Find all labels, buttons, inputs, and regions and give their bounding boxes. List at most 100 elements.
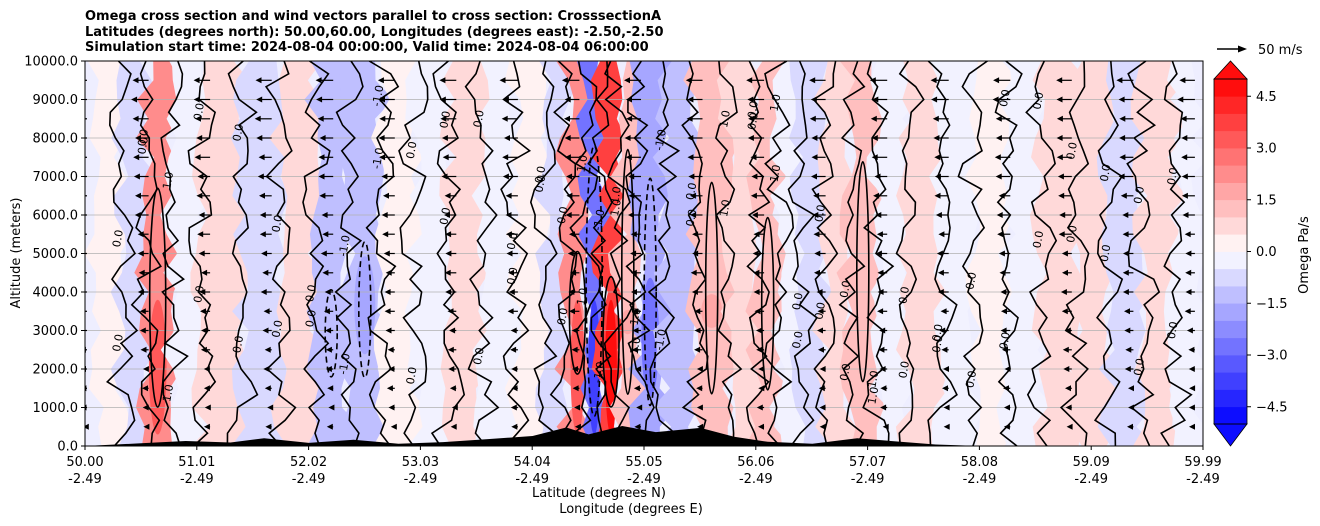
- wind-vector-head: [935, 212, 942, 218]
- wind-vector-head: [1188, 404, 1195, 411]
- wind-vector-head: [816, 289, 823, 295]
- contour-line: [226, 61, 259, 446]
- wind-vector-head: [1179, 77, 1186, 84]
- wind-vector-head: [754, 308, 761, 315]
- wind-vector-head: [1124, 327, 1131, 334]
- wind-vector-head: [694, 346, 701, 353]
- wind-vector-head: [1184, 308, 1191, 315]
- wind-vector-head: [697, 423, 704, 430]
- wind-vector-head: [510, 327, 517, 334]
- wind-vector-head: [1066, 423, 1073, 430]
- title-line-3: Simulation start time: 2024-08-04 00:00:…: [85, 40, 649, 55]
- wind-vector-head: [814, 250, 821, 257]
- contour-line: [715, 61, 743, 446]
- wind-vector-head: [267, 404, 274, 411]
- wind-vector-head: [811, 154, 818, 161]
- contour-label: 1.0: [574, 287, 590, 306]
- wind-vector-head: [133, 173, 140, 180]
- wind-vector-head: [696, 385, 703, 392]
- wind-vector-head: [561, 77, 568, 84]
- colorbar-tick-label: 4.5: [1256, 90, 1277, 105]
- wind-vector-head: [882, 423, 889, 430]
- wind-vector-head: [753, 231, 760, 238]
- wind-vector-head: [748, 115, 755, 122]
- wind-vector-head: [511, 385, 518, 392]
- wind-vector-head: [878, 346, 885, 353]
- wind-vector-head: [941, 346, 948, 353]
- wind-vector-head: [201, 269, 208, 276]
- wind-vector-head: [137, 250, 144, 257]
- wind-vector-head: [992, 96, 999, 103]
- wind-vector-head: [758, 423, 764, 430]
- contour-label: 0.0: [110, 333, 126, 352]
- wind-vector-head: [505, 192, 512, 199]
- wind-vector-head: [1128, 404, 1135, 411]
- contour-label: 0.0: [1064, 141, 1080, 160]
- wind-vector-head: [747, 96, 754, 103]
- wind-vector-head: [1189, 423, 1195, 430]
- wind-vector-head: [140, 346, 147, 353]
- wind-vector-head: [377, 77, 384, 84]
- wind-vector-head: [1119, 115, 1126, 122]
- quiver-key: 50 m/s: [1217, 43, 1303, 58]
- wind-vector-head: [326, 423, 333, 430]
- wind-vector-head: [1122, 269, 1129, 276]
- omega-core: [354, 256, 376, 355]
- wind-vector-head: [756, 346, 763, 353]
- wind-vector-head: [625, 154, 632, 161]
- wind-vector-head: [449, 327, 456, 334]
- wind-vector-head: [685, 77, 692, 84]
- wind-vector-head: [876, 231, 883, 238]
- x-tick-label-longitude: -2.49: [627, 472, 661, 487]
- colorbar: 4.5 3.0 1.5 0.0 −1.5 −3.0 −4.5: [1213, 60, 1288, 447]
- positive-contour: [602, 275, 620, 408]
- x-tick-label-longitude: -2.49: [1186, 472, 1220, 487]
- contour-label: 1.0: [865, 369, 881, 388]
- wind-vector-head: [1189, 385, 1196, 392]
- wind-vector-head: [198, 250, 205, 257]
- y-tick-label: 1000.0: [33, 401, 79, 416]
- colorbar-tick-label: −3.0: [1256, 349, 1288, 364]
- contour-label: 0.0: [532, 165, 548, 184]
- wind-vector-head: [931, 96, 938, 103]
- wind-vector-head: [203, 385, 210, 392]
- wind-vector-head: [689, 192, 696, 199]
- wind-vector-head: [440, 115, 447, 122]
- contour-label: 0.0: [963, 370, 979, 389]
- wind-vector-head: [1181, 135, 1188, 141]
- wind-vector-head: [254, 115, 261, 122]
- wind-vector-head: [690, 269, 697, 276]
- contour-label: 0.0: [1030, 230, 1046, 249]
- contour-line: [647, 61, 681, 446]
- wind-vector-head: [687, 135, 694, 141]
- wind-vector-head: [1004, 404, 1010, 411]
- contour-label: 0.0: [896, 360, 912, 379]
- wind-vector-head: [877, 269, 884, 276]
- contour-label: 0.0: [930, 334, 946, 353]
- wind-vector-head: [383, 250, 390, 257]
- wind-vector-head: [1125, 346, 1132, 353]
- wind-vector-head: [572, 385, 579, 392]
- wind-vector-head: [569, 231, 575, 238]
- wind-vector-head: [197, 231, 204, 238]
- wind-vector-head: [696, 366, 703, 372]
- wind-vector-head: [261, 250, 268, 257]
- wind-vector-head: [687, 96, 694, 103]
- colorbar-label: Omega Pa/s: [1297, 216, 1312, 294]
- wind-vector-head: [998, 192, 1005, 199]
- contour-label: 0.0: [1030, 91, 1046, 110]
- wind-vector-head: [1118, 96, 1125, 103]
- omega-core: [620, 309, 635, 335]
- wind-vector-head: [510, 404, 517, 411]
- wind-vector-head: [943, 404, 950, 411]
- x-tick-label-latitude: 51.01: [178, 455, 215, 470]
- y-tick-label: 3000.0: [33, 324, 79, 339]
- wind-vector-head: [322, 269, 329, 276]
- wind-vector-head: [999, 269, 1006, 276]
- wind-vector-head: [143, 423, 150, 430]
- wind-vector-head: [630, 231, 637, 238]
- contour-line: [106, 61, 139, 446]
- wind-vector-head: [256, 135, 263, 141]
- contour-line: [569, 61, 603, 446]
- wind-vector-head: [319, 192, 326, 199]
